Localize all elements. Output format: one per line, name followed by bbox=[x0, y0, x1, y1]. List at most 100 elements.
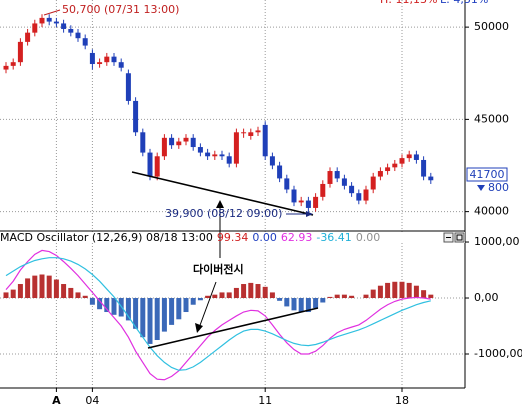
histogram-bar bbox=[154, 298, 160, 341]
histogram-bar bbox=[68, 287, 74, 299]
candle-body bbox=[133, 100, 139, 133]
histogram-bar bbox=[133, 298, 139, 329]
histogram-bar bbox=[248, 282, 254, 299]
candle-body bbox=[349, 185, 355, 194]
candle-body bbox=[406, 154, 412, 159]
x-tick-label: A bbox=[52, 394, 61, 407]
histogram-bar bbox=[125, 298, 131, 321]
histogram-bar bbox=[399, 281, 405, 299]
candle-body bbox=[10, 62, 16, 66]
histogram-bar bbox=[140, 298, 146, 338]
candle-body bbox=[161, 137, 167, 157]
histogram-bar bbox=[197, 298, 203, 301]
candle-body bbox=[212, 154, 218, 157]
histogram-bar bbox=[111, 298, 117, 315]
candle-body bbox=[3, 65, 9, 70]
histogram-bar bbox=[349, 295, 355, 299]
histogram-bar bbox=[17, 284, 23, 299]
arrowhead bbox=[216, 200, 224, 208]
histogram-bar bbox=[3, 292, 9, 299]
panel-title: MACD Oscillator (12,26,9) 08/18 13:00 99.… bbox=[0, 231, 380, 244]
candle-body bbox=[82, 38, 88, 46]
divergence-line bbox=[147, 307, 319, 349]
readout: -36.41 bbox=[316, 231, 351, 244]
histogram-bar bbox=[61, 284, 67, 299]
readout: 62.93 bbox=[281, 231, 313, 244]
candle-body bbox=[190, 137, 196, 148]
histogram-bar bbox=[46, 275, 52, 299]
candle-body bbox=[341, 178, 347, 186]
candle-body bbox=[305, 200, 311, 208]
candle-body bbox=[291, 189, 297, 203]
histogram-bar bbox=[277, 298, 283, 301]
candle-body bbox=[205, 152, 211, 157]
histogram-bar bbox=[147, 298, 153, 344]
x-tick-label: 11 bbox=[258, 394, 272, 407]
candle-body bbox=[428, 176, 434, 181]
candle-body bbox=[277, 165, 283, 179]
annotation: 다이버전시 bbox=[193, 262, 244, 276]
x-tick-label: 04 bbox=[85, 394, 99, 407]
candle-body bbox=[392, 163, 398, 168]
histogram-bar bbox=[190, 298, 196, 305]
histogram-bar bbox=[392, 281, 398, 299]
candle-body bbox=[61, 23, 67, 29]
candle-body bbox=[377, 171, 383, 177]
histogram-bar bbox=[428, 294, 434, 299]
histogram-bar bbox=[291, 298, 297, 311]
candle-body bbox=[413, 154, 419, 160]
candle-body bbox=[17, 41, 23, 63]
last-price-label: 41700 bbox=[470, 168, 505, 181]
histogram-bar bbox=[104, 298, 110, 313]
indicator-line bbox=[5, 257, 431, 371]
x-tick-label: 18 bbox=[395, 394, 409, 407]
candle-body bbox=[241, 132, 247, 134]
candle-body bbox=[233, 132, 239, 164]
histogram-bar bbox=[39, 274, 45, 299]
candle-body bbox=[284, 178, 290, 190]
candle-body bbox=[262, 124, 268, 157]
histogram-bar bbox=[97, 298, 103, 310]
histogram-bar bbox=[370, 289, 376, 299]
candle-body bbox=[104, 56, 110, 63]
histogram-bar bbox=[161, 298, 167, 332]
histogram-bar bbox=[421, 290, 427, 299]
annotation-pointer bbox=[43, 9, 61, 16]
arrow bbox=[198, 281, 217, 329]
panel-title-text: MACD Oscillator (12,26,9) 08/18 13:00 bbox=[0, 231, 213, 244]
candle-body bbox=[327, 171, 333, 184]
readout: 0.00 bbox=[252, 231, 277, 244]
y-tick-label: -1000,00 bbox=[474, 347, 522, 360]
candle-body bbox=[255, 130, 261, 133]
candle-body bbox=[219, 154, 225, 157]
histogram-bar bbox=[341, 294, 347, 299]
histogram-bar bbox=[298, 298, 304, 313]
arrowhead bbox=[195, 323, 203, 333]
histogram-bar bbox=[305, 298, 311, 313]
last-price-box bbox=[466, 167, 508, 182]
readout: 0.00 bbox=[356, 231, 381, 244]
candle-body bbox=[111, 56, 117, 63]
histogram-bar bbox=[82, 295, 88, 299]
candle-body bbox=[197, 147, 203, 153]
candle-body bbox=[356, 193, 362, 201]
histogram-bar bbox=[233, 287, 239, 299]
y-tick-label: 50000 bbox=[474, 20, 509, 33]
histogram-bar bbox=[334, 294, 340, 299]
candle-body bbox=[68, 28, 74, 33]
maximize-button[interactable] bbox=[454, 232, 465, 243]
mark-layer bbox=[3, 14, 434, 381]
candle-body bbox=[298, 200, 304, 203]
candle-body bbox=[183, 137, 189, 142]
histogram-bar bbox=[75, 292, 81, 299]
candle-body bbox=[370, 176, 376, 190]
histogram-bar bbox=[25, 278, 31, 299]
last-change-label: 800 bbox=[488, 181, 509, 194]
candle-body bbox=[89, 52, 95, 65]
histogram-bar bbox=[320, 298, 326, 303]
histogram-bar bbox=[32, 275, 38, 299]
histogram-bar bbox=[385, 282, 391, 299]
histogram-bar bbox=[53, 279, 59, 299]
